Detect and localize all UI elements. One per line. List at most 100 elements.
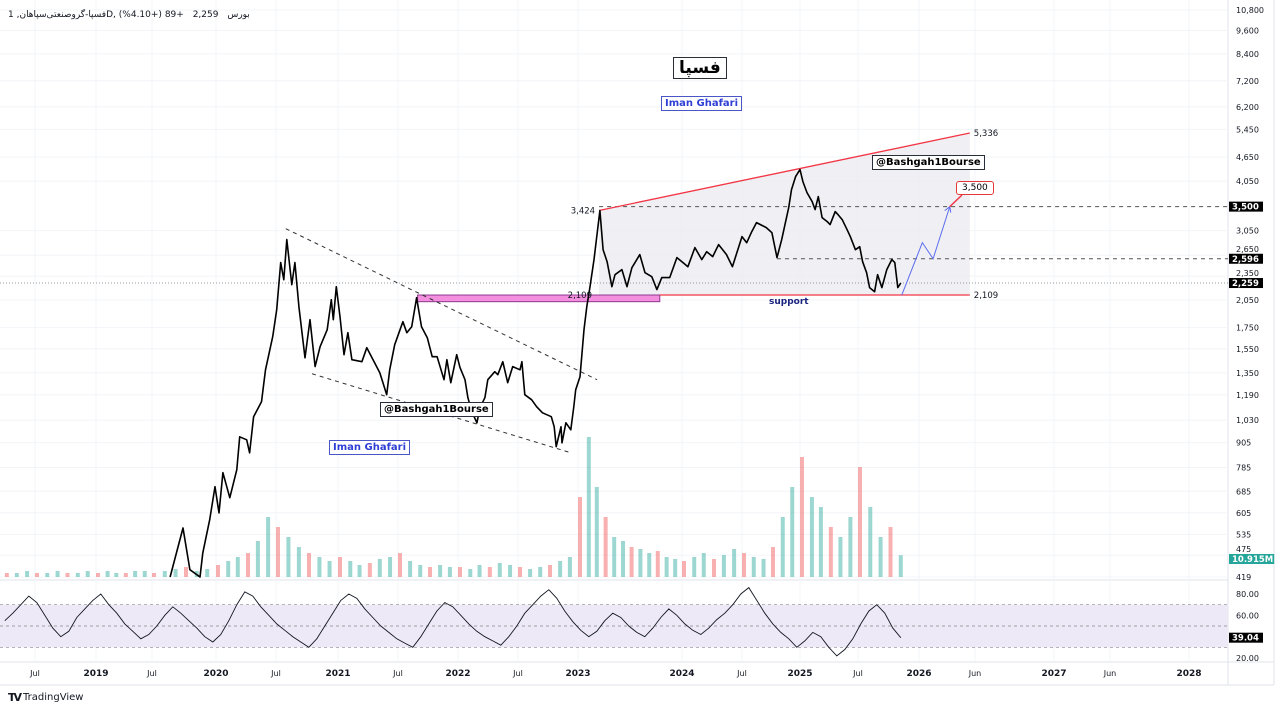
symbol-header[interactable]: فسپا-گروصنعتی‌سپاهان, 1D, بورس 2,259 +89… <box>8 10 256 20</box>
channel-label-left: @Bashgah1Bourse <box>380 402 493 417</box>
volume-badge: 10.915M <box>1232 555 1273 565</box>
y-tick-label: 905 <box>1236 439 1251 448</box>
x-tick-label: 2020 <box>203 669 228 679</box>
volume-bar <box>629 547 634 577</box>
volume-bar <box>45 573 50 577</box>
volume-bar <box>96 573 100 577</box>
volume-bar <box>538 567 543 577</box>
wedge-lower-line <box>311 373 571 454</box>
volume-badge-bg <box>1229 554 1275 564</box>
y-tick-label: 5,450 <box>1236 125 1259 134</box>
volume-bar <box>105 571 110 577</box>
volume-bar <box>255 541 260 577</box>
volume-bar <box>655 551 660 577</box>
volume-bar <box>205 569 210 577</box>
price-badge-bg <box>1229 278 1263 289</box>
volume-bar <box>65 573 70 577</box>
volume-bar <box>226 561 231 577</box>
rsi-line <box>4 586 902 657</box>
x-tick-label: Jul <box>146 669 157 678</box>
volume-bar <box>468 569 473 577</box>
volume-bar <box>14 573 19 577</box>
y-tick-label: 10,800 <box>1236 6 1264 15</box>
y-tick-label: 785 <box>1236 463 1251 472</box>
x-tick-label: Jul <box>29 669 40 678</box>
y-tick-label: 9,600 <box>1236 27 1259 36</box>
volume-bar <box>594 487 599 577</box>
callout-pointer <box>949 194 963 208</box>
rsi-badge: 39.04 <box>1232 634 1259 644</box>
volume-bar <box>809 497 814 577</box>
author-label-top: Iman Ghafari <box>661 96 743 111</box>
target-callout: 3,500 <box>956 181 994 195</box>
volume-bar <box>742 553 746 577</box>
y-tick-label: 4,050 <box>1236 177 1259 186</box>
channel-label-right: @Bashgah1Bourse <box>872 155 985 170</box>
volume-bar <box>85 571 90 577</box>
price-badge-bg <box>1229 201 1263 212</box>
y-tick-label: 419 <box>1236 573 1251 582</box>
symbol-title-box: فسپا <box>673 57 727 79</box>
volume-bar <box>701 553 706 577</box>
price-badge-bg <box>1229 253 1263 264</box>
y-tick-label: 1,030 <box>1236 416 1259 425</box>
volume-bar <box>721 555 726 577</box>
volume-bar <box>664 557 669 577</box>
volume-bar <box>771 547 775 577</box>
volume-bar <box>790 487 795 577</box>
y-tick-label: 475 <box>1236 545 1251 554</box>
volume-bar <box>878 537 883 577</box>
volume-bar <box>818 507 823 577</box>
x-tick-label: 2024 <box>669 669 694 679</box>
volume-bar <box>276 527 280 577</box>
volume-bar <box>558 561 563 577</box>
volume-bar <box>497 563 502 577</box>
x-tick-label: 2028 <box>1176 669 1201 679</box>
volume-bar <box>458 567 462 577</box>
volume-bar <box>692 557 697 577</box>
volume-bar <box>307 553 311 577</box>
volume-bar <box>761 559 766 577</box>
x-tick-label: 2026 <box>906 669 931 679</box>
price-line <box>169 168 902 578</box>
tradingview-logo[interactable]: TV TradingView <box>8 691 83 704</box>
volume-bar <box>348 561 353 577</box>
x-tick-label: 2022 <box>445 669 470 679</box>
author-label-bottom: Iman Ghafari <box>329 440 411 455</box>
volume-bar <box>898 555 903 577</box>
volume-bar <box>578 497 582 577</box>
support-start-label: 2,109 <box>568 291 592 301</box>
volume-bar <box>487 567 492 577</box>
drawings: 3,424 5,336 2,109 2,109 <box>0 129 1228 454</box>
volume-bar <box>603 517 608 577</box>
y-tick-label: 1,750 <box>1236 324 1259 333</box>
y-tick-label: 2,050 <box>1236 296 1259 305</box>
y-tick-label: 2,350 <box>1236 269 1259 278</box>
volume-bar <box>621 541 626 577</box>
volume-bar <box>114 573 119 577</box>
volume-bar <box>55 571 60 577</box>
volume-bar <box>216 565 220 577</box>
volume-bar <box>447 567 452 577</box>
volume-bar <box>548 565 552 577</box>
volume-bar <box>408 561 413 577</box>
volume-bars <box>4 437 903 577</box>
volume-bar <box>712 559 716 577</box>
volume-bar <box>235 557 240 577</box>
y-tick-label: 7,200 <box>1236 77 1259 86</box>
x-tick-label: 2019 <box>83 669 108 679</box>
rsi-tick-label: 80.00 <box>1236 590 1259 599</box>
y-tick-label: 8,400 <box>1236 50 1259 59</box>
volume-bar <box>398 553 402 577</box>
volume-bar <box>848 517 853 577</box>
volume-bar <box>868 507 873 577</box>
volume-bar <box>173 569 178 577</box>
volume-bar <box>152 573 156 577</box>
tradingview-text: TradingView <box>23 692 84 703</box>
price-badge: 2,259 <box>1232 279 1259 289</box>
volume-bar <box>286 537 291 577</box>
volume-bar <box>142 571 147 577</box>
volume-bar <box>388 557 393 577</box>
y-tick-label: 605 <box>1236 509 1251 518</box>
